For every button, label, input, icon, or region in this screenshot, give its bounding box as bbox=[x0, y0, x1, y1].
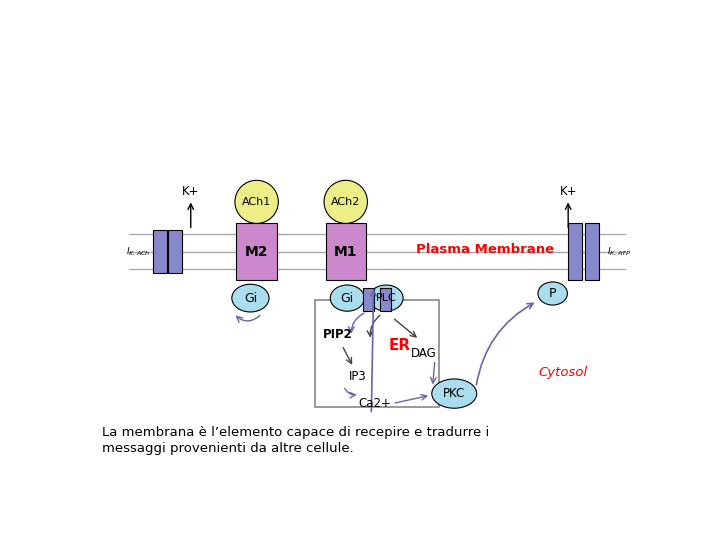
Text: $I_{K,ATP}$: $I_{K,ATP}$ bbox=[606, 245, 631, 258]
Text: Gi: Gi bbox=[244, 292, 257, 305]
Text: ACh2: ACh2 bbox=[331, 197, 361, 207]
Bar bbox=[315, 300, 438, 408]
Text: PLC: PLC bbox=[376, 293, 397, 303]
Text: Ca2+: Ca2+ bbox=[359, 397, 392, 410]
Text: Cytosol: Cytosol bbox=[538, 366, 588, 379]
Circle shape bbox=[324, 180, 367, 224]
Text: M1: M1 bbox=[334, 245, 358, 259]
Text: DAG: DAG bbox=[410, 347, 436, 360]
Circle shape bbox=[235, 180, 279, 224]
Ellipse shape bbox=[369, 285, 403, 311]
Text: P: P bbox=[549, 287, 557, 300]
Text: La membrana è l’elemento capace di recepire e tradurre i: La membrana è l’elemento capace di recep… bbox=[102, 427, 489, 440]
Bar bbox=[236, 222, 276, 280]
Ellipse shape bbox=[232, 284, 269, 312]
Bar bbox=[325, 222, 366, 280]
Text: PIP2: PIP2 bbox=[323, 328, 353, 341]
Bar bbox=[568, 222, 582, 280]
Text: K+: K+ bbox=[182, 185, 199, 198]
Text: $I_{K,ACh}$: $I_{K,ACh}$ bbox=[126, 245, 150, 258]
Text: IP3: IP3 bbox=[348, 370, 366, 383]
Text: K+: K+ bbox=[559, 185, 577, 198]
Text: ACh1: ACh1 bbox=[242, 197, 271, 207]
Ellipse shape bbox=[330, 285, 364, 311]
Text: ER: ER bbox=[389, 339, 411, 353]
Ellipse shape bbox=[432, 379, 477, 408]
Bar bbox=[363, 288, 374, 311]
Text: Gi: Gi bbox=[341, 292, 354, 305]
Bar bbox=[380, 288, 391, 311]
Ellipse shape bbox=[538, 282, 567, 305]
Bar bbox=[585, 222, 599, 280]
Text: messaggi provenienti da altre cellule.: messaggi provenienti da altre cellule. bbox=[102, 442, 354, 455]
Text: PKC: PKC bbox=[443, 387, 465, 400]
Text: Plasma Membrane: Plasma Membrane bbox=[416, 244, 554, 256]
Bar bbox=[168, 230, 182, 273]
Text: M2: M2 bbox=[245, 245, 269, 259]
Bar bbox=[153, 230, 167, 273]
